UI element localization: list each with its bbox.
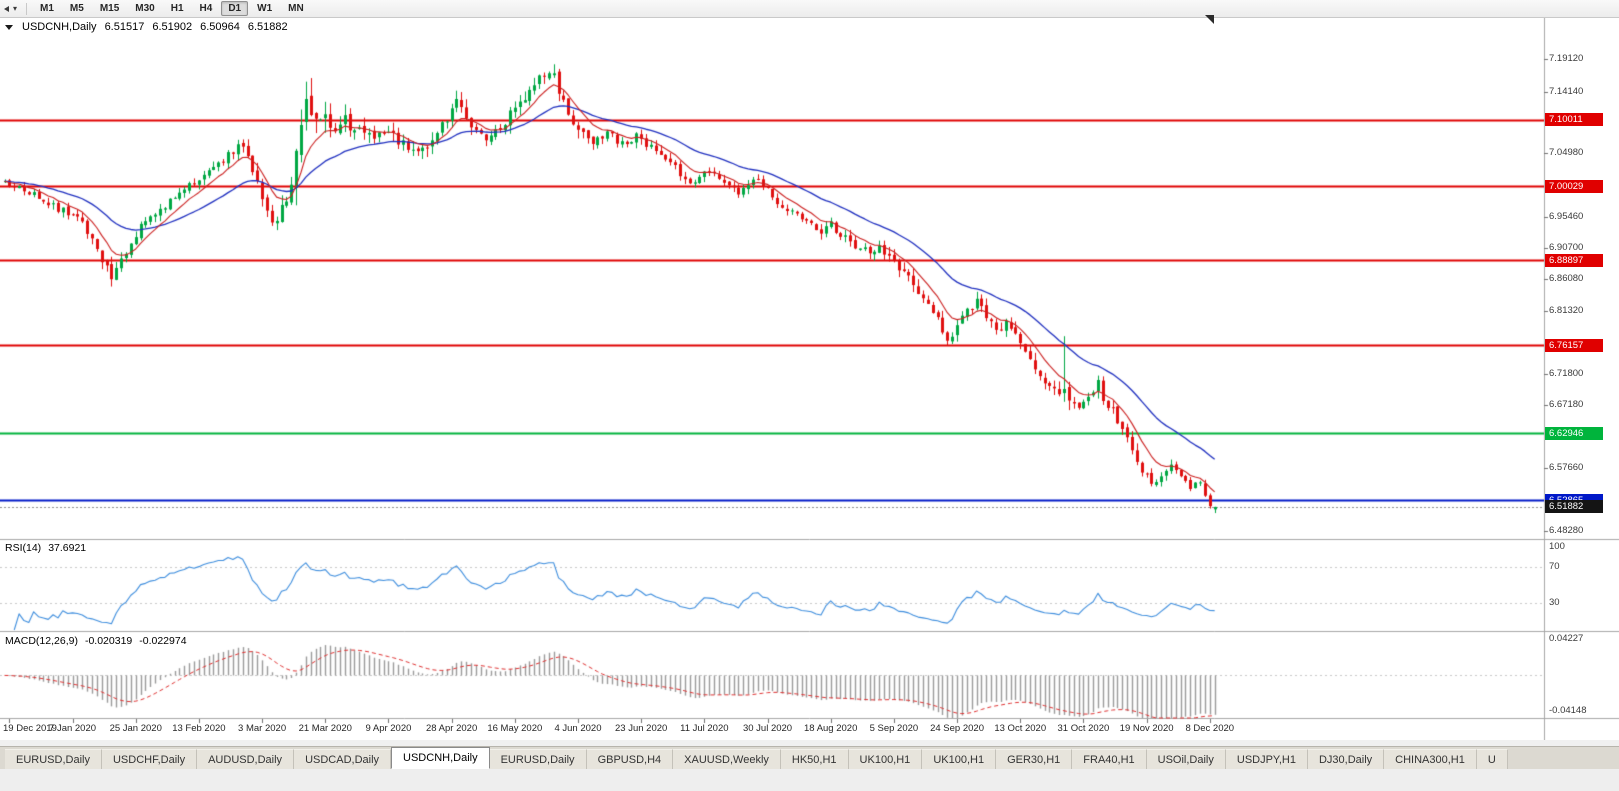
- timeframe-button-m1[interactable]: M1: [40, 3, 54, 14]
- rsi-axis-label: 100: [1549, 541, 1565, 552]
- price-axis-label: 7.04980: [1549, 147, 1584, 159]
- chart-tab-gbpusd-h4[interactable]: GBPUSD,H4: [586, 749, 674, 769]
- timeframe-button-m30[interactable]: M30: [135, 3, 155, 14]
- timeframe-button-h4[interactable]: H4: [199, 3, 213, 14]
- timeframe-button-d1[interactable]: D1: [221, 1, 249, 16]
- chart-tab-usdjpy-h1[interactable]: USDJPY,H1: [1225, 749, 1308, 769]
- date-axis-label: 5 Sep 2020: [869, 723, 919, 734]
- date-axis-label: 24 Sep 2020: [930, 723, 984, 734]
- rsi-name: RSI(14): [5, 542, 42, 554]
- chart-tabs-bar: EURUSD,Daily USDCHF,Daily AUDUSD,Daily USDC…: [0, 746, 1619, 769]
- date-axis-label: 8 Dec 2020: [1185, 723, 1235, 734]
- date-axis-label: 13 Oct 2020: [994, 723, 1047, 734]
- chart-tab-usoil-daily[interactable]: USOil,Daily: [1146, 749, 1226, 769]
- level-price-tag: 7.00029: [1545, 179, 1603, 193]
- chart-tab-hk50-h1[interactable]: HK50,H1: [780, 749, 849, 769]
- macd-axis-label: 0.04227: [1549, 633, 1584, 644]
- ohlc-open: 6.51517: [104, 21, 145, 33]
- timeframe-button-group: M1 M5 M15 M30 H1 H4 D1 W1 MN: [32, 1, 312, 16]
- chart-symbol-label: USDCNH,Daily: [22, 21, 97, 33]
- date-axis-label: 19 Nov 2020: [1119, 723, 1174, 734]
- ohlc-high: 6.51902: [152, 21, 193, 33]
- chart-tab-fra40-h1[interactable]: FRA40,H1: [1072, 749, 1147, 769]
- price-chart-canvas[interactable]: [0, 18, 1619, 740]
- toolbar-separator: [26, 2, 28, 15]
- chart-tab-ger30-h1[interactable]: GER30,H1: [996, 749, 1073, 769]
- timeframe-button-m5[interactable]: M5: [69, 3, 84, 14]
- chart-tab-audusd-daily[interactable]: AUDUSD,Daily: [197, 749, 295, 769]
- level-price-tag: 6.62946: [1545, 426, 1603, 440]
- date-axis-label: 23 Jun 2020: [615, 723, 668, 734]
- date-axis-label: 16 May 2020: [487, 723, 543, 734]
- date-axis-label: 19 Dec 2019: [3, 723, 57, 734]
- chart-tab-xauusd-weekly[interactable]: XAUUSD,Weekly: [673, 749, 781, 769]
- price-axis-label: 6.86080: [1549, 273, 1584, 285]
- chart-ohlc-readout: USDCNH,Daily 6.51517 6.51902 6.50964 6.5…: [5, 21, 288, 33]
- date-axis-label: 13 Feb 2020: [172, 723, 226, 734]
- macd-name: MACD(12,26,9): [5, 635, 78, 647]
- scroll-to-end-icon[interactable]: [1205, 15, 1214, 24]
- date-axis-label: 4 Jun 2020: [554, 723, 602, 734]
- macd-indicator-label: MACD(12,26,9) -0.020319 -0.022974: [5, 635, 187, 647]
- rsi-axis-label: 30: [1549, 597, 1560, 608]
- status-bar: [0, 769, 1619, 791]
- date-axis-label: 28 Apr 2020: [425, 723, 478, 734]
- current-price-tag: 6.51882: [1545, 500, 1603, 514]
- rsi-value: 37.6921: [48, 542, 87, 554]
- price-axis-label: 7.14140: [1549, 86, 1584, 98]
- macd-signal-value: -0.022974: [139, 635, 187, 647]
- ohlc-close: 6.51882: [247, 21, 288, 33]
- level-price-tag: 6.88897: [1545, 253, 1603, 267]
- price-axis-label: 7.19120: [1549, 52, 1584, 64]
- date-axis-label: 18 Aug 2020: [804, 723, 858, 734]
- chart-tab-uk100-h1[interactable]: UK100,H1: [848, 749, 923, 769]
- date-axis-label: 30 Jul 2020: [742, 723, 793, 734]
- chart-tab-usdcad-daily[interactable]: USDCAD,Daily: [294, 749, 392, 769]
- chart-window: USDCNH,Daily 6.51517 6.51902 6.50964 6.5…: [0, 15, 1619, 740]
- chart-tab-usdchf-daily[interactable]: USDCHF,Daily: [101, 749, 198, 769]
- chart-tab-dj30-daily[interactable]: DJ30,Daily: [1307, 749, 1385, 769]
- level-price-tag: 6.76157: [1545, 338, 1603, 352]
- triangle-left-icon: [4, 5, 9, 12]
- ohlc-low: 6.50964: [200, 21, 240, 33]
- price-axis-label: 6.90700: [1549, 242, 1584, 254]
- rsi-axis-label: 70: [1549, 561, 1560, 572]
- macd-axis-label: -0.04148: [1549, 705, 1587, 716]
- chart-tab-eurusd-daily[interactable]: EURUSD,Daily: [5, 749, 102, 769]
- one-click-trading-toggle-icon[interactable]: [5, 24, 13, 30]
- rsi-indicator-label: RSI(14) 37.6921: [5, 542, 86, 554]
- toolbar-handle-icon[interactable]: [4, 5, 9, 12]
- date-axis-label: 21 Mar 2020: [298, 723, 352, 734]
- timeframe-button-m15[interactable]: M15: [99, 3, 120, 14]
- chart-tab-usdcnh-daily[interactable]: USDCNH,Daily: [391, 747, 490, 769]
- date-axis-label: 11 Jul 2020: [680, 723, 729, 734]
- date-axis-label: 9 Apr 2020: [365, 723, 412, 734]
- price-axis-label: 6.67180: [1549, 398, 1584, 410]
- date-axis-label: 3 Mar 2020: [238, 723, 287, 734]
- timeframe-button-mn[interactable]: MN: [288, 3, 304, 14]
- price-axis-label: 6.81320: [1549, 304, 1584, 316]
- price-axis-label: 6.57660: [1549, 462, 1584, 474]
- level-price-tag: 7.10011: [1545, 113, 1603, 127]
- timeframe-toolbar: ▾ M1 M5 M15 M30 H1 H4 D1 W1 MN: [0, 0, 1619, 18]
- date-axis-label: 31 Oct 2020: [1057, 723, 1110, 734]
- chart-tab-uk100-h1[interactable]: UK100,H1: [922, 749, 997, 769]
- price-axis-label: 6.71800: [1549, 368, 1584, 380]
- date-axis-label: 25 Jan 2020: [109, 723, 162, 734]
- timeframe-button-h1[interactable]: H1: [170, 3, 184, 14]
- price-axis-label: 6.48280: [1549, 524, 1584, 536]
- chart-tab-china300-h1[interactable]: CHINA300,H1: [1384, 749, 1477, 769]
- date-axis-label: 7 Jan 2020: [49, 723, 97, 734]
- chart-tab-eurusd-daily[interactable]: EURUSD,Daily: [489, 749, 587, 769]
- price-axis-label: 6.95460: [1549, 210, 1584, 222]
- toolbar-overflow-caret-icon[interactable]: ▾: [13, 4, 18, 13]
- chart-tab-u[interactable]: U: [1476, 749, 1508, 769]
- timeframe-button-w1[interactable]: W1: [257, 3, 273, 14]
- macd-main-value: -0.020319: [84, 635, 133, 647]
